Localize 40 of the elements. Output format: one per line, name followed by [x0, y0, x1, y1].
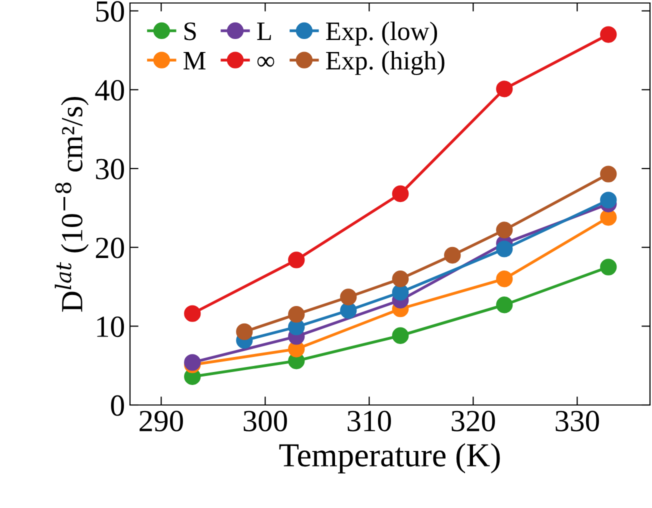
- y-tick-label: 20: [96, 238, 124, 258]
- point: [600, 166, 617, 182]
- point: [288, 306, 305, 323]
- y-axis-title: D$^{lat}$ (10$^{−8}$ cm²/s): [54, 96, 89, 312]
- point: [288, 252, 305, 268]
- legend-label: Exp. (low): [326, 22, 438, 46]
- y-tick-label: 10: [97, 316, 124, 338]
- x-tick-label: 320: [452, 410, 495, 432]
- x-axis-title: Temperature (K): [279, 443, 500, 474]
- point: [600, 209, 617, 226]
- x-tick-label: 290: [140, 410, 183, 432]
- point: [600, 258, 617, 276]
- x-tick-label: 310: [348, 410, 391, 432]
- legend-label: M: [184, 52, 206, 70]
- y-tick-label: 50: [96, 1, 124, 22]
- point: [496, 296, 513, 314]
- point: [496, 222, 513, 238]
- x-tick-label: 300: [244, 410, 287, 432]
- point: [184, 305, 201, 322]
- legend-label: ∞: [257, 56, 274, 67]
- point: [392, 270, 409, 288]
- point: [392, 185, 409, 202]
- point: [340, 302, 357, 319]
- y-tick-label: 30: [96, 158, 124, 180]
- point: [340, 288, 357, 306]
- point: [496, 80, 513, 98]
- legend-label: Exp. (high): [326, 51, 444, 76]
- point: [392, 327, 409, 344]
- point: [496, 270, 513, 288]
- point: [444, 246, 461, 264]
- y-tick-label: 40: [95, 80, 124, 101]
- point: [496, 240, 513, 258]
- point: [392, 284, 409, 301]
- point: [600, 26, 617, 43]
- y-tick-label: 0: [111, 395, 124, 416]
- legend-label: S: [184, 22, 196, 40]
- point: [236, 323, 253, 340]
- legend-label: L: [257, 22, 271, 40]
- x-tick-label: 330: [556, 410, 599, 432]
- point: [600, 192, 617, 208]
